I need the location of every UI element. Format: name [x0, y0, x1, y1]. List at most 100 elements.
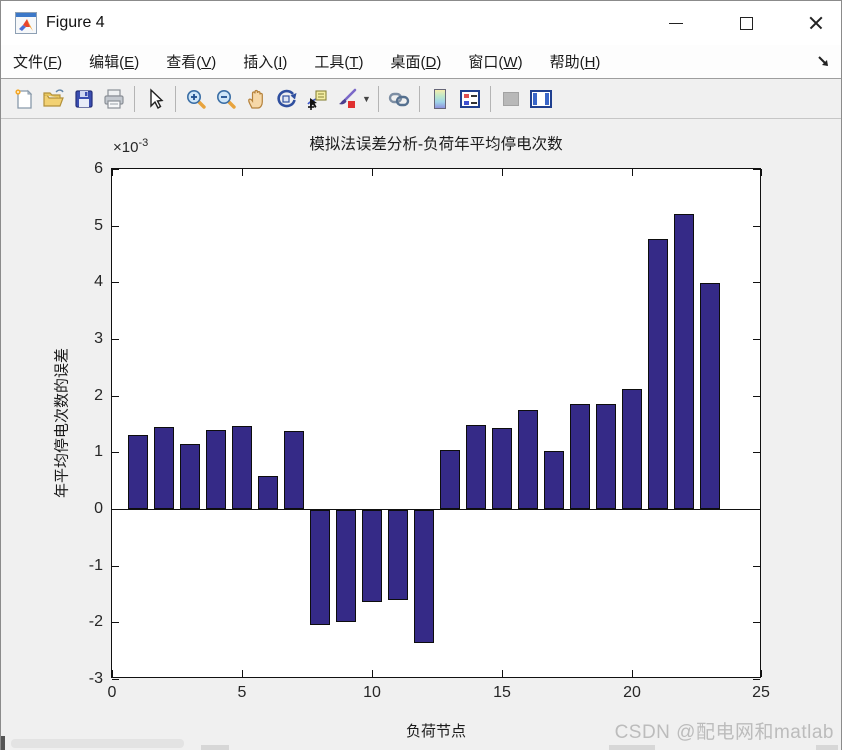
bar-node-12[interactable] — [413, 510, 435, 644]
bar-node-6[interactable] — [257, 476, 279, 509]
save-floppy-icon — [75, 89, 93, 108]
bar-node-16[interactable] — [517, 410, 539, 509]
bar-node-20[interactable] — [621, 388, 643, 509]
menu-item-h[interactable]: 帮助(H) — [549, 54, 601, 71]
bar-node-19[interactable] — [595, 404, 617, 509]
y-tick-mark — [112, 169, 119, 170]
menu-item-t[interactable]: 工具(T) — [314, 54, 364, 71]
toolbar-separator — [134, 85, 135, 112]
y-tick-label: 4 — [94, 273, 103, 291]
minimize-button[interactable] — [665, 12, 687, 34]
bar-node-22[interactable] — [673, 214, 695, 509]
figure-canvas: 模拟法误差分析-负荷年平均停电次数 ×10-3 年平均停电次数的误差 -3 -2-… — [1, 119, 841, 750]
bar-node-18[interactable] — [569, 403, 591, 509]
y-tick-label: 3 — [94, 330, 103, 347]
bar-node-9[interactable] — [335, 510, 357, 622]
bar-node-17[interactable] — [543, 450, 565, 509]
brush-dropdown-caret[interactable]: ▼ — [362, 93, 371, 104]
zoom-out-button[interactable] — [211, 84, 241, 114]
insert-legend-button[interactable] — [455, 84, 485, 114]
bar-node-14[interactable] — [465, 424, 487, 509]
y-tick-mark — [753, 679, 760, 680]
rotate-3d-button[interactable] — [271, 84, 301, 114]
menu-bar: 文件(F) 编辑(E) 查看(V) 插入(I) 工具(T) 桌面(D) 窗口(W) 帮助(H) — [1, 45, 841, 79]
new-document-icon — [15, 88, 33, 109]
x-tick-mark — [632, 670, 633, 677]
y-tick-label: -1 — [88, 556, 103, 574]
x-tick-label: 10 — [363, 684, 381, 701]
bar-node-7[interactable] — [283, 431, 305, 509]
menu-item-e[interactable]: 编辑(E) — [89, 54, 140, 71]
matlab-logo-icon — [15, 12, 37, 34]
zero-baseline — [112, 509, 760, 510]
x-tick-label: 0 — [107, 684, 117, 701]
open-folder-icon — [43, 88, 64, 107]
window-title: Figure 4 — [46, 14, 105, 31]
show-plot-tools-dock-button[interactable] — [526, 84, 556, 114]
zoom-in-button[interactable] — [181, 84, 211, 114]
bar-node-8[interactable] — [309, 510, 331, 626]
bar-node-5[interactable] — [231, 426, 253, 509]
dock-figure-arrow-icon[interactable] — [815, 53, 833, 71]
y-tick-label: 1 — [94, 443, 103, 461]
x-axis-label: 负荷节点 — [405, 722, 466, 740]
y-axis-exponent: ×10-3 — [113, 137, 149, 156]
menu-item-d[interactable]: 桌面(D) — [390, 54, 442, 71]
brush-data-button[interactable] — [331, 84, 361, 114]
close-icon — [809, 16, 823, 30]
y-tick-label: 2 — [94, 386, 103, 404]
new-figure-button[interactable] — [9, 84, 39, 114]
chart-title: 模拟法误差分析-负荷年平均停电次数 — [309, 135, 563, 153]
legend-icon — [459, 89, 480, 108]
minimize-icon — [669, 22, 683, 24]
bar-node-11[interactable] — [387, 510, 409, 600]
save-figure-button[interactable] — [69, 84, 99, 114]
y-tick-label: -2 — [88, 613, 103, 631]
x-tick-label: 5 — [237, 684, 247, 701]
menu-item-v[interactable]: 查看(V) — [166, 54, 217, 71]
close-button[interactable] — [805, 12, 827, 34]
edit-plot-pointer-button[interactable] — [140, 84, 170, 114]
window-controls — [665, 1, 827, 45]
plot-axes[interactable]: -3 -2 -1 0 1 2 3 4 5 6 0 5 10 15 20 25 — [89, 160, 770, 701]
y-tick-label: 5 — [94, 216, 103, 234]
pan-button[interactable] — [241, 84, 271, 114]
bottom-edge-artifact — [11, 739, 184, 748]
bar-node-23[interactable] — [699, 283, 721, 509]
x-tick-mark — [372, 670, 373, 677]
menu-item-i[interactable]: 插入(I) — [243, 54, 288, 71]
maximize-button[interactable] — [735, 12, 757, 34]
link-plot-button[interactable] — [384, 84, 414, 114]
bar-node-2[interactable] — [153, 427, 175, 509]
x-tick-mark — [112, 670, 113, 677]
matlab-membrane-glyph — [19, 19, 33, 31]
menu-item-w[interactable]: 窗口(W) — [468, 54, 523, 71]
link-chain-icon — [388, 92, 410, 106]
bar-node-15[interactable] — [491, 427, 513, 509]
bar-node-1[interactable] — [127, 435, 149, 509]
x-tick-label: 20 — [623, 684, 641, 701]
bottom-left-artifact — [1, 736, 5, 750]
toolbar-separator — [418, 85, 420, 112]
insert-colorbar-button[interactable] — [425, 84, 455, 114]
y-tick-mark — [753, 339, 760, 340]
data-cursor-button[interactable] — [301, 84, 331, 114]
title-bar[interactable]: Figure 4 — [1, 1, 841, 45]
menu-item-f[interactable]: 文件(F) — [13, 54, 63, 71]
zoom-in-icon — [187, 89, 206, 109]
cutoff-text-artifact — [609, 745, 655, 750]
open-file-button[interactable] — [39, 84, 69, 114]
bar-node-10[interactable] — [361, 510, 383, 602]
icon-titlebar-strip — [16, 13, 36, 17]
bar-node-4[interactable] — [205, 429, 227, 509]
pointer-arrow-icon — [150, 87, 164, 109]
y-tick-mark — [753, 452, 760, 454]
print-figure-button[interactable] — [99, 84, 129, 114]
bar-node-13[interactable] — [439, 449, 461, 509]
bar-node-3[interactable] — [179, 443, 201, 509]
bar-node-21[interactable] — [647, 238, 669, 509]
x-tick-label: 25 — [752, 684, 770, 701]
hide-plot-tools-button[interactable] — [496, 84, 526, 114]
x-tick-mark — [242, 169, 243, 176]
rotate-3d-icon — [276, 89, 296, 107]
